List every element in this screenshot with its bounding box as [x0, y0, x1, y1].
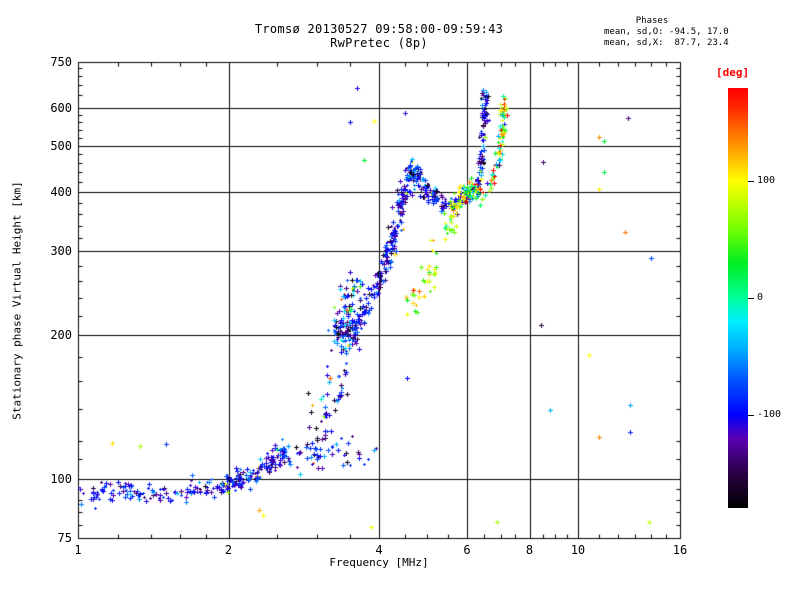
x-tick-label: 16: [672, 543, 688, 557]
plot-subtitle: RwPretec (8p): [330, 36, 428, 50]
x-tick-label: 2: [224, 543, 233, 557]
phase-colorbar: [728, 88, 748, 508]
x-tick-label: 1: [74, 543, 82, 557]
y-axis-label: Stationary phase Virtual Height [km]: [10, 181, 24, 420]
y-tick-label: 500: [50, 138, 72, 153]
y-tick-label: 600: [50, 101, 72, 116]
y-tick-label: 400: [50, 184, 72, 199]
colorbar-tick: [748, 298, 754, 299]
colorbar-unit-label: [deg]: [716, 66, 750, 79]
x-tick-label: 6: [463, 543, 471, 557]
x-axis-label: Frequency [MHz]: [329, 556, 429, 569]
phase-stats-x-mode: mean, sd,X: 87.7, 23.4: [604, 38, 729, 48]
x-tick-label: 4: [375, 543, 383, 557]
colorbar-tick-label: 100: [757, 175, 776, 187]
y-tick-label: 75: [57, 531, 72, 545]
phase-colorbar-frame: [728, 88, 748, 508]
plot-title: Tromsø 20130527 09:58:00-09:59:43: [254, 22, 504, 36]
y-tick-label: 300: [50, 244, 72, 259]
y-tick-label: 750: [50, 55, 72, 69]
colorbar-tick-label: 0: [757, 292, 764, 303]
colorbar-tick: [748, 414, 754, 416]
phase-stats-o-mode: mean, sd,O: -94.5, 17.0: [604, 27, 729, 37]
colorbar-tick: [748, 181, 754, 183]
phase-stats-annotation: Phases mean, sd,O: -94.5, 17.0 mean, sd,…: [604, 16, 754, 49]
phase-stats-title: Phases: [635, 16, 669, 26]
y-tick-label: 100: [50, 471, 72, 486]
y-tick-label: 200: [50, 328, 72, 343]
colorbar-tick-label: -100: [757, 408, 782, 420]
x-tick-label: 10: [570, 543, 586, 557]
x-tick-label: 8: [525, 543, 534, 557]
